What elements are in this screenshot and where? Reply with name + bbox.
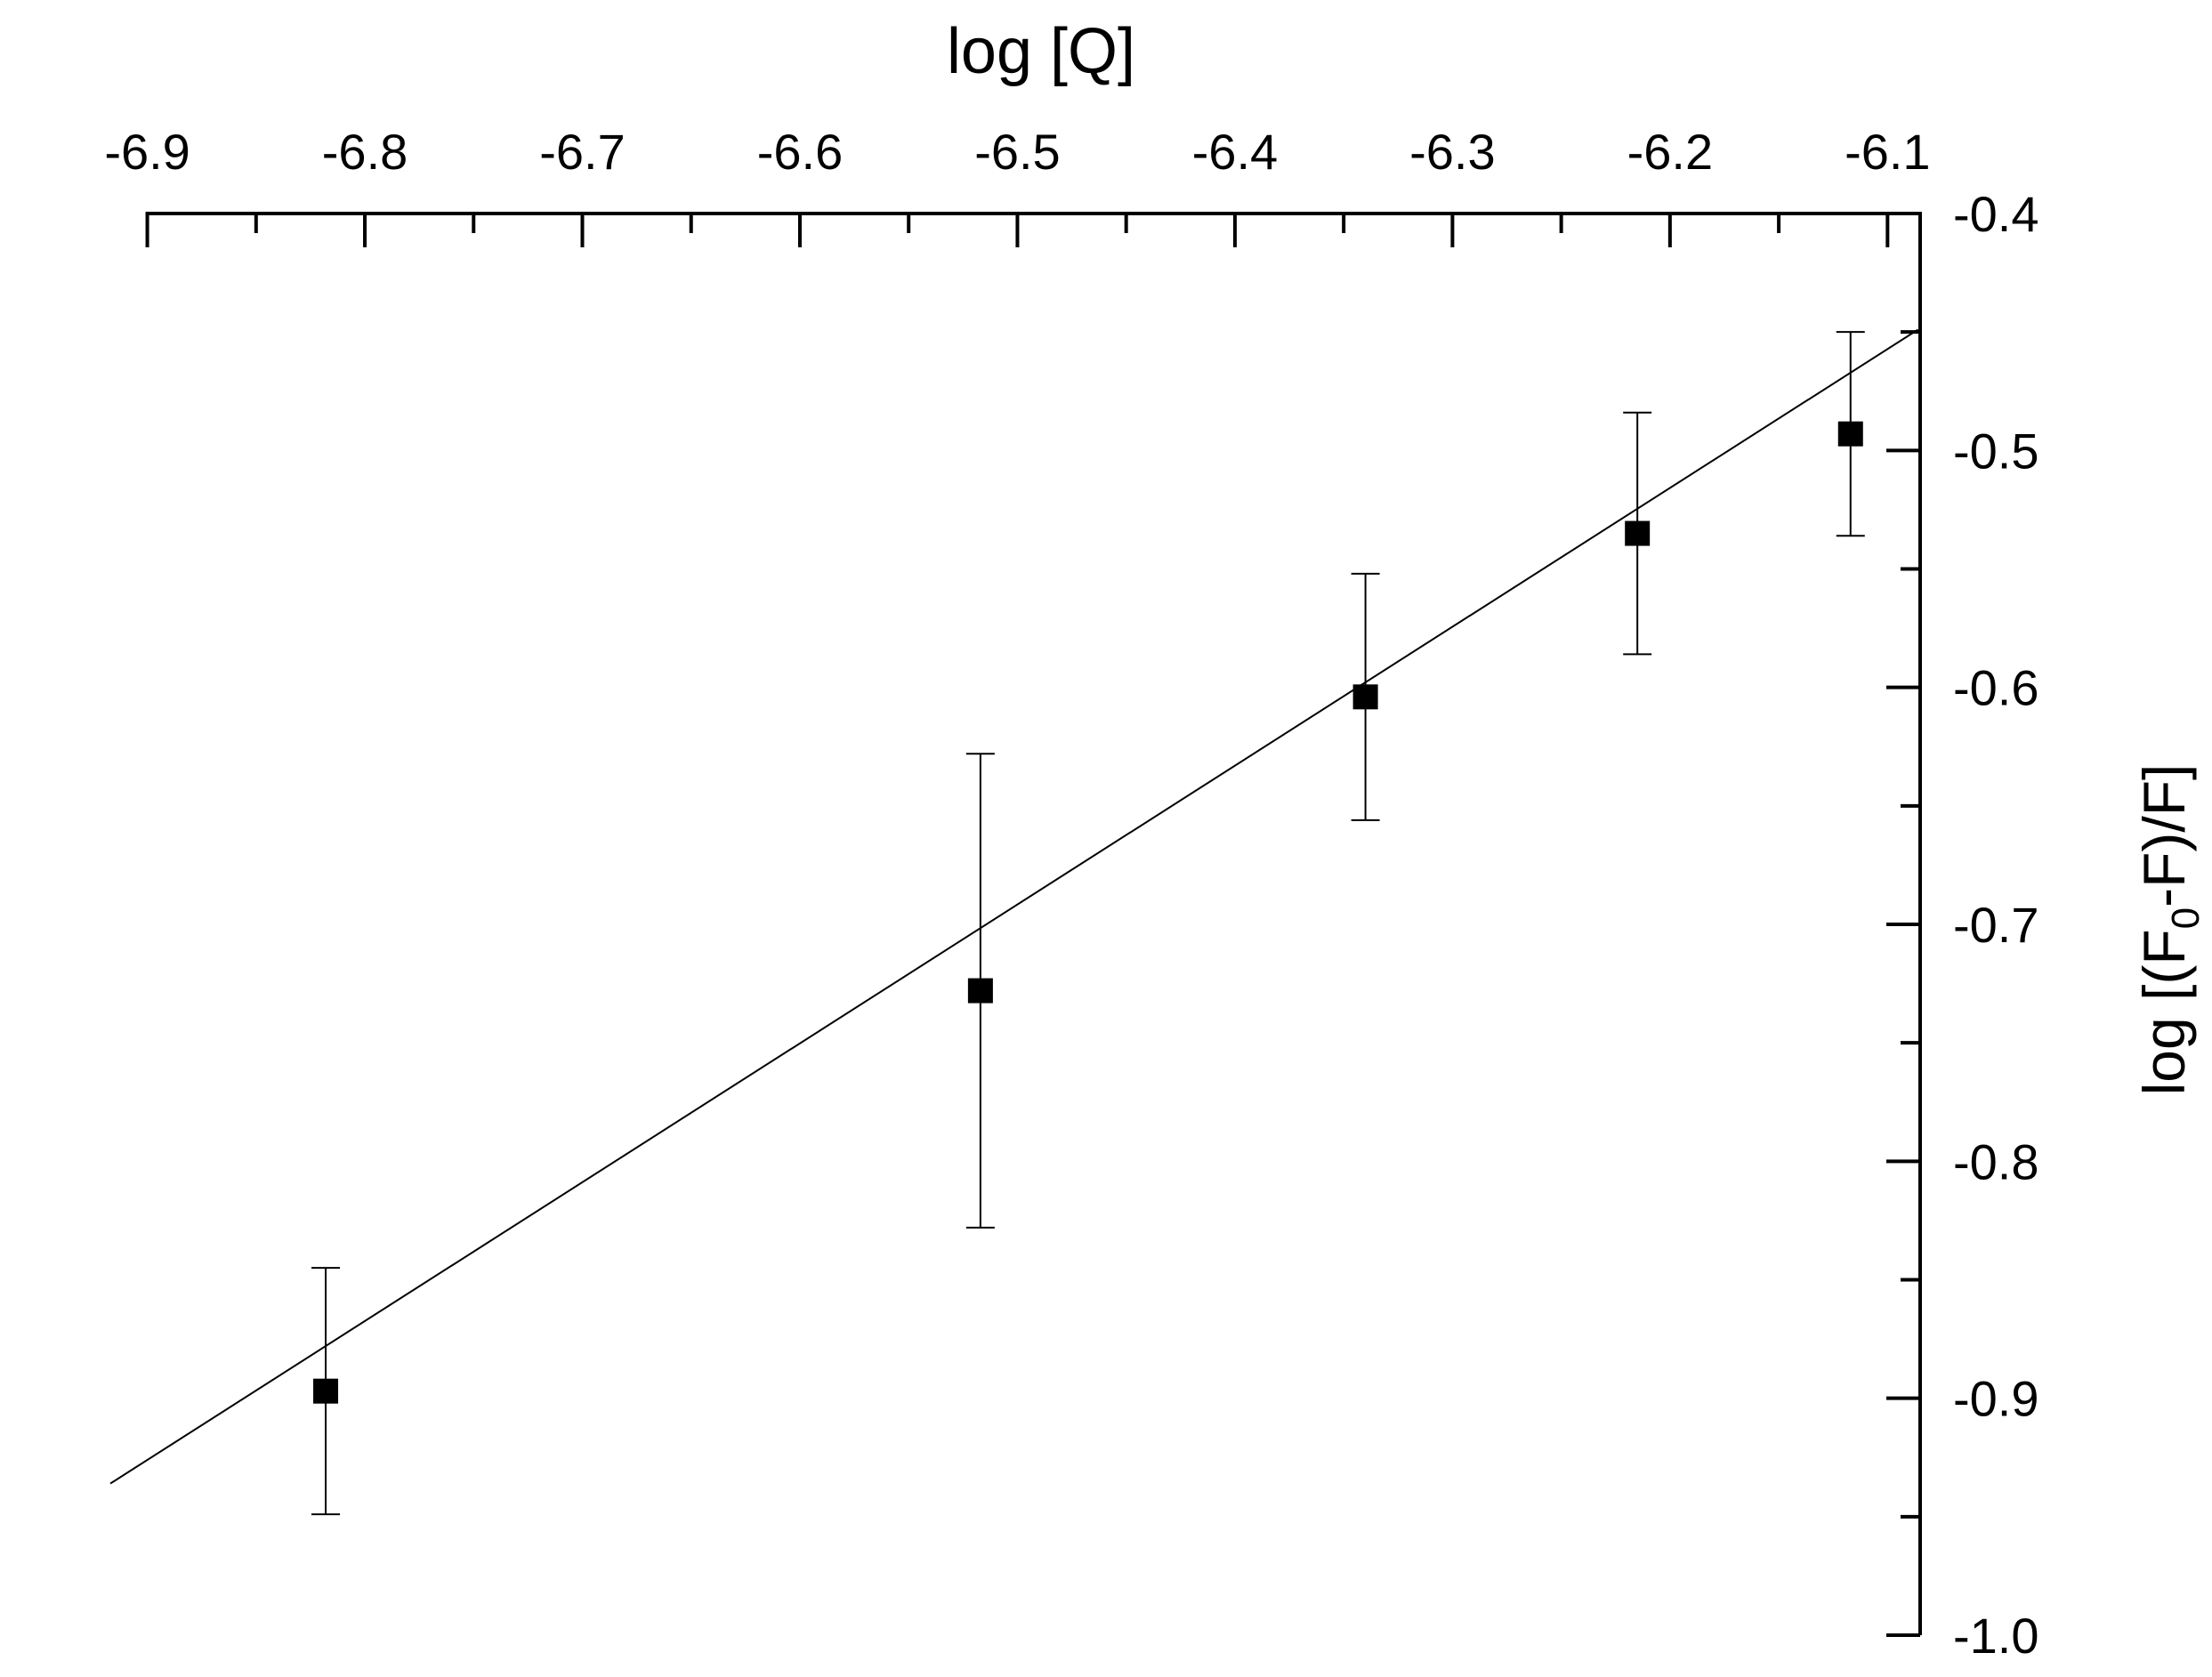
x-axis-ticks: -6.9 -6.8 -6.7 -6.6 -6.5 -6.4 -6.3 -6.2 -6.1 (104, 124, 1931, 247)
y-tick-label: -0.5 (1953, 423, 2039, 479)
y-tick-label: -0.7 (1953, 897, 2039, 953)
y-axis-title-subscript: 0 (2164, 907, 2208, 929)
y-axis-title: log [(F0-F)/F] (2131, 764, 2208, 1096)
y-tick-label: -0.9 (1953, 1371, 2039, 1427)
error-bars (311, 331, 1865, 1516)
y-tick-label: -1.0 (1953, 1608, 2039, 1664)
x-tick-label: -6.5 (974, 124, 1061, 180)
x-tick-label: -6.1 (1845, 124, 1931, 180)
data-points (313, 421, 1863, 1404)
x-axis-title: log [Q] (947, 16, 1135, 87)
data-point-marker (967, 978, 993, 1004)
x-tick-label: -6.9 (104, 124, 190, 180)
x-tick-label: -6.3 (1409, 124, 1496, 180)
y-axis-ticks: -0.4 -0.5 -0.6 -0.7 -0.8 -0.9 -1.0 (1886, 186, 2039, 1664)
y-axis-title-main: log [(F (2131, 929, 2197, 1095)
y-tick-label: -0.4 (1953, 186, 2039, 242)
y-axis-title-tail: -F)/F] (2131, 764, 2197, 907)
data-point-marker (313, 1378, 339, 1404)
data-point-marker (1352, 684, 1378, 710)
x-tick-label: -6.4 (1192, 124, 1279, 180)
data-point-marker (1625, 520, 1651, 546)
x-tick-label: -6.6 (757, 124, 844, 180)
x-tick-label: -6.2 (1627, 124, 1714, 180)
data-point-marker (1837, 421, 1863, 447)
fit-line-group (109, 328, 1919, 1485)
x-tick-label: -6.8 (322, 124, 408, 180)
fit-line (109, 328, 1919, 1485)
y-tick-label: -0.8 (1953, 1133, 2039, 1189)
x-tick-label: -6.7 (539, 124, 626, 180)
y-tick-label: -0.6 (1953, 660, 2039, 716)
